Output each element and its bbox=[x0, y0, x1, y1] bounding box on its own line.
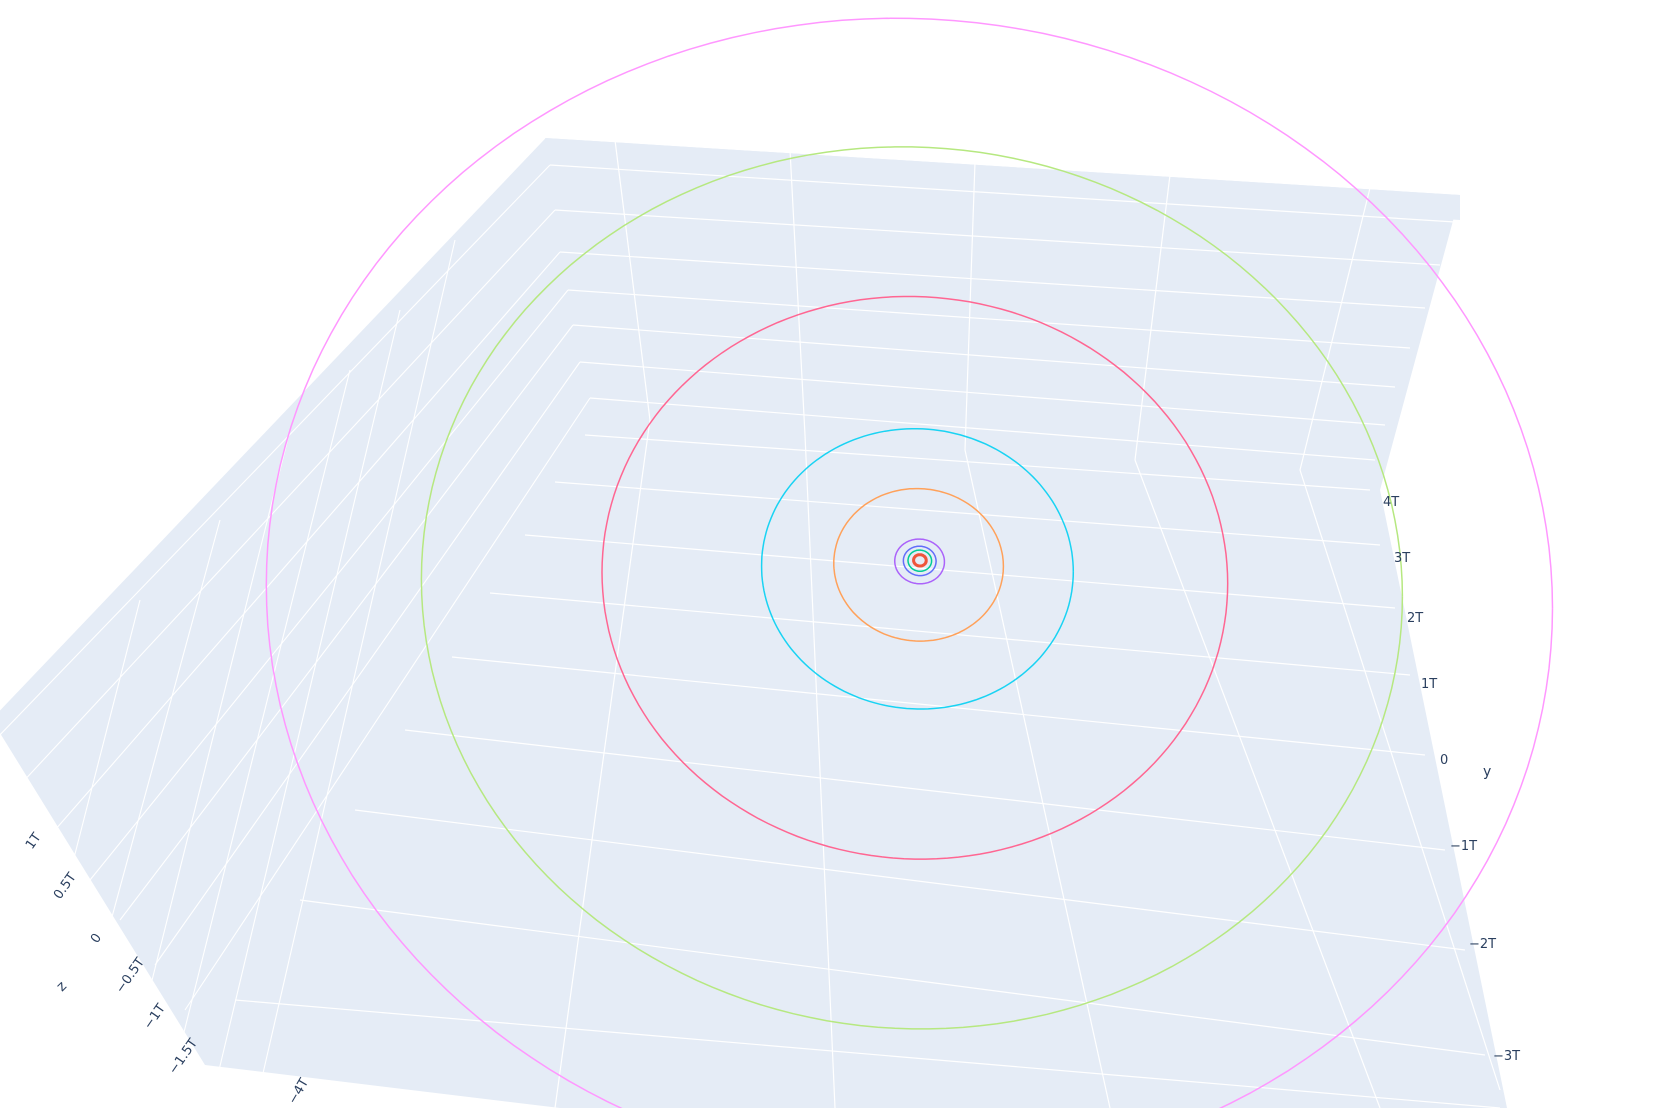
z-tick-label: 0 bbox=[88, 931, 105, 946]
gridline bbox=[354, 809, 1466, 951]
gridline bbox=[489, 592, 1411, 676]
gridline bbox=[1134, 459, 1381, 1108]
x-axis-ticks: −4T bbox=[285, 1076, 312, 1107]
orbit-line bbox=[420, 146, 1404, 1030]
z-tick-label: −0.5T bbox=[113, 955, 148, 996]
orbit-line bbox=[760, 427, 1075, 710]
y-axis-title: y bbox=[1483, 764, 1491, 780]
gridline bbox=[404, 729, 1446, 851]
orbit-line bbox=[907, 549, 933, 573]
y-tick-label: −1T bbox=[1450, 839, 1477, 854]
gridline bbox=[584, 434, 1371, 491]
gridline bbox=[804, 434, 836, 1108]
gridline bbox=[19, 209, 556, 786]
gridline bbox=[89, 289, 569, 881]
gridline bbox=[164, 369, 351, 1108]
orbit-line bbox=[893, 538, 946, 585]
gridline bbox=[0, 137, 546, 711]
orbit-line bbox=[912, 553, 928, 568]
gridline bbox=[119, 429, 291, 1108]
y-tick-label: 2T bbox=[1407, 611, 1423, 626]
gridline bbox=[524, 534, 1396, 609]
gridline bbox=[9, 599, 141, 1108]
gridline bbox=[572, 324, 1396, 388]
y-tick-label: 1T bbox=[1421, 677, 1437, 692]
gridline bbox=[579, 361, 1386, 426]
gridline bbox=[299, 899, 1486, 1056]
z-tick-label: 0.5T bbox=[51, 870, 80, 902]
orbit-line bbox=[265, 17, 1554, 1108]
orbit-line bbox=[601, 295, 1229, 860]
y-tick-label: −2T bbox=[1469, 937, 1496, 952]
gridline bbox=[451, 656, 1426, 756]
gridline bbox=[559, 251, 1426, 309]
scene-3d[interactable] bbox=[0, 17, 1554, 1108]
orbit-line bbox=[833, 487, 1005, 642]
gridline bbox=[0, 164, 551, 736]
y-tick-label: 0 bbox=[1440, 753, 1448, 768]
wall-gridlines bbox=[0, 137, 591, 1108]
gridline bbox=[567, 289, 1411, 349]
back-wall bbox=[545, 138, 1460, 220]
floor-gridlines bbox=[234, 139, 1501, 1108]
gridline bbox=[209, 309, 401, 1108]
gridline bbox=[964, 449, 1111, 1108]
gridline bbox=[1299, 187, 1371, 471]
gridline bbox=[119, 324, 574, 921]
orbit-line bbox=[902, 545, 937, 577]
gridline bbox=[549, 164, 1456, 223]
z-tick-label: 1T bbox=[23, 830, 45, 852]
floor-plane bbox=[0, 138, 1507, 1108]
gridline bbox=[554, 209, 1441, 266]
gridline bbox=[254, 239, 456, 1108]
gridline bbox=[554, 419, 651, 1108]
gridline bbox=[789, 149, 806, 436]
y-tick-label: 3T bbox=[1394, 551, 1410, 566]
gridline bbox=[1299, 469, 1501, 1091]
y-tick-label: 4T bbox=[1383, 495, 1399, 510]
y-axis-ticks: 4T 3T 2T 1T 0 −1T −2T −3T bbox=[1383, 495, 1520, 1064]
gridline bbox=[589, 397, 1376, 461]
gridline bbox=[614, 139, 651, 421]
gridline bbox=[234, 999, 1501, 1108]
z-tick-label: −1.5T bbox=[166, 1036, 201, 1077]
gridline bbox=[1134, 174, 1171, 461]
gridline bbox=[59, 519, 221, 1108]
gridline bbox=[964, 161, 976, 451]
z-axis-title: z bbox=[54, 978, 71, 995]
orbit-series bbox=[265, 17, 1554, 1108]
y-tick-label: −3T bbox=[1493, 1049, 1520, 1064]
x-tick-label: −4T bbox=[285, 1076, 312, 1107]
gridline bbox=[554, 481, 1381, 546]
gridline bbox=[184, 397, 591, 1011]
